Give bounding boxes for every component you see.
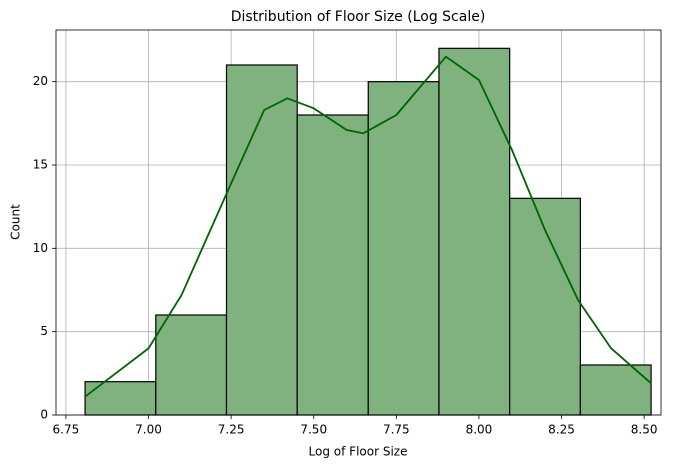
plot-frame	[55, 29, 662, 416]
x-tick-label: 7.50	[300, 423, 327, 437]
y-tick-label: 10	[33, 241, 48, 255]
y-tick-label: 0	[40, 408, 48, 422]
bar	[155, 314, 228, 416]
x-tick-label: 8.25	[548, 423, 575, 437]
y-axis-label: Count	[9, 204, 23, 240]
x-tick-label: 8.50	[631, 423, 658, 437]
chart-title: Distribution of Floor Size (Log Scale)	[231, 9, 486, 25]
bar	[367, 81, 440, 416]
x-axis-label: Log of Floor Size	[309, 445, 408, 459]
x-tick-label: 7.00	[135, 423, 162, 437]
kde-line	[84, 55, 652, 398]
bar	[225, 64, 298, 416]
y-tick-label: 5	[40, 324, 48, 338]
x-tick-label: 7.75	[383, 423, 410, 437]
bar	[579, 364, 652, 416]
bar	[438, 47, 511, 416]
y-tick-label: 20	[33, 74, 48, 88]
bar	[84, 381, 157, 416]
x-tick-label: 8.00	[466, 423, 493, 437]
y-tick-label: 15	[33, 158, 48, 172]
x-tick-label: 6.75	[53, 423, 80, 437]
x-tick-label: 7.25	[218, 423, 245, 437]
bar	[296, 114, 369, 416]
